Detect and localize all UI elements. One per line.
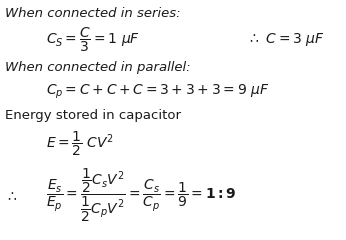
Text: When connected in parallel:: When connected in parallel: [5, 61, 190, 74]
Text: $\therefore$: $\therefore$ [5, 189, 18, 203]
Text: When connected in series:: When connected in series: [5, 7, 180, 20]
Text: Energy stored in capacitor: Energy stored in capacitor [5, 109, 181, 122]
Text: $\therefore\ C = 3\ \mu F$: $\therefore\ C = 3\ \mu F$ [247, 31, 324, 48]
Text: $C_p = C + C + C = 3 + 3 + 3 = 9\ \mu F$: $C_p = C + C + C = 3 + 3 + 3 = 9\ \mu F$ [46, 82, 269, 101]
Text: $C_S = \dfrac{C}{3} = 1\ \mu F$: $C_S = \dfrac{C}{3} = 1\ \mu F$ [46, 25, 140, 54]
Text: $\dfrac{E_s}{E_p} = \dfrac{\dfrac{1}{2}C_s V^2}{\dfrac{1}{2}C_p V^2} = \dfrac{C_: $\dfrac{E_s}{E_p} = \dfrac{\dfrac{1}{2}C… [46, 168, 236, 224]
Text: $E = \dfrac{1}{2}\ CV^2$: $E = \dfrac{1}{2}\ CV^2$ [46, 130, 114, 158]
